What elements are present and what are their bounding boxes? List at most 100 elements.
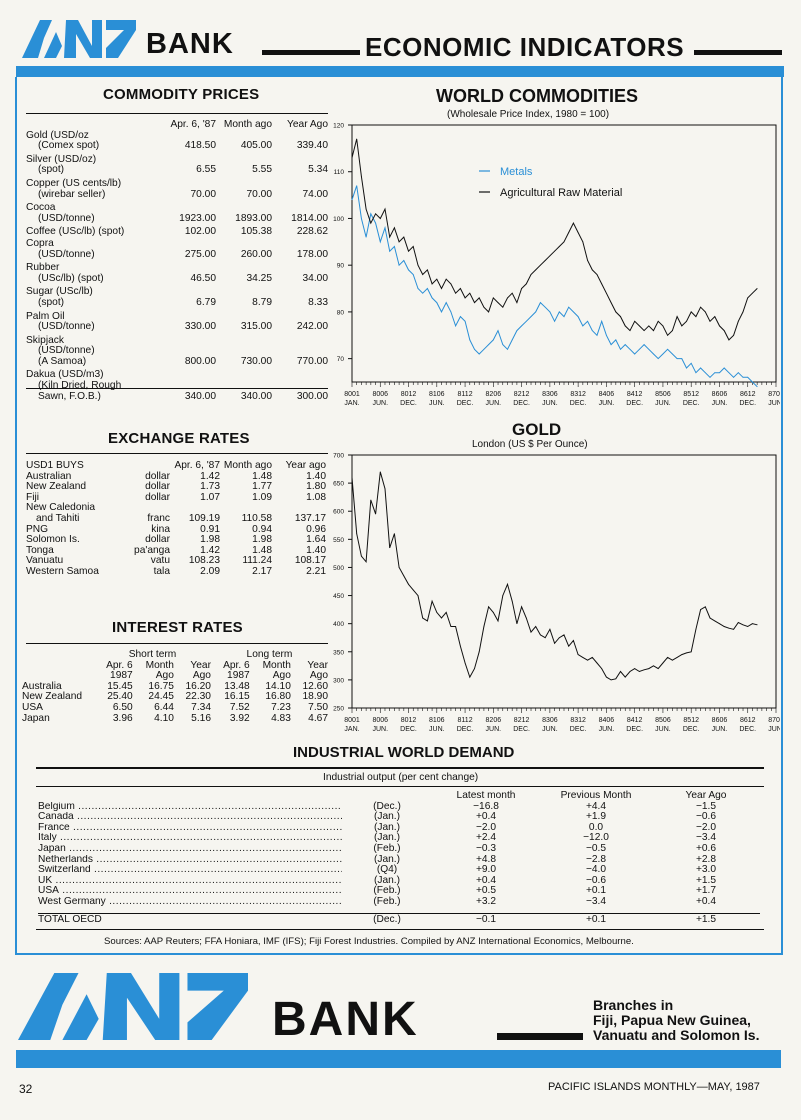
- industrial-cell: −3.4: [585, 895, 607, 907]
- commodity-title: COMMODITY PRICES: [103, 86, 260, 103]
- commodity-value: 70.00: [190, 188, 217, 200]
- data-point: [408, 269, 409, 271]
- commodity-value: 339.40: [296, 140, 328, 152]
- data-point: [389, 547, 391, 549]
- interest-cell: 4.83: [271, 712, 291, 724]
- industrial-cell: (Jan.): [373, 853, 401, 865]
- data-point: [384, 488, 386, 490]
- data-point: [351, 199, 353, 201]
- commodity-value: 418.50: [184, 140, 216, 152]
- commodity-row: Silver (USD/oz): [26, 154, 328, 166]
- industrial-cell: (Jan.): [373, 832, 401, 844]
- data-point: [431, 283, 433, 285]
- interest-col-header: Ago: [309, 670, 328, 682]
- x-tick-label: 8006: [372, 717, 388, 724]
- legend-label: Agricultural Raw Material: [500, 187, 622, 199]
- industrial-cell: (Jan.): [373, 874, 401, 886]
- data-point: [695, 372, 697, 374]
- data-point: [756, 386, 758, 388]
- legend-label: Metals: [500, 166, 533, 178]
- data-point: [629, 671, 631, 672]
- x-tick-label: JAN.: [344, 726, 359, 733]
- data-point: [502, 595, 504, 596]
- interest-cell: 25.40: [107, 691, 133, 703]
- exchange-cell: Solomon Is.: [26, 534, 80, 546]
- interest-cell: 14.10: [265, 680, 291, 692]
- x-tick-label: 8206: [486, 717, 502, 724]
- commodity-value: 46.50: [190, 272, 217, 284]
- data-point: [544, 637, 546, 639]
- data-point: [544, 306, 546, 308]
- industrial-row: UK .....................................…: [38, 874, 760, 887]
- commodity-row: (spot) 6.55 5.55 5.34: [26, 165, 328, 176]
- data-point: [497, 302, 499, 303]
- industrial-row: West Germany ...........................…: [38, 895, 760, 908]
- plot-frame: [351, 124, 777, 383]
- data-point: [365, 561, 367, 563]
- interest-cell: 7.23: [271, 701, 291, 713]
- data-point: [695, 628, 697, 630]
- data-point: [459, 316, 461, 317]
- data-point: [681, 358, 683, 360]
- exchange-cell: 1.80: [306, 481, 326, 493]
- exchange-cell: New Caledonia: [26, 502, 96, 514]
- commodity-label: Coffee (USc/lb) (spot): [26, 226, 125, 238]
- data-point: [535, 626, 537, 627]
- data-point: [356, 185, 358, 187]
- data-point: [709, 617, 711, 619]
- industrial-cell: +0.5: [475, 885, 497, 897]
- commodity-label: Dakua (USD/m3): [26, 369, 104, 381]
- industrial-cell: 0.0: [588, 821, 604, 833]
- data-point: [356, 533, 358, 535]
- data-point: [582, 325, 584, 327]
- exchange-col-header: Year ago: [285, 460, 326, 471]
- x-tick-label: JUN.: [712, 726, 728, 733]
- x-tick-label: DEC.: [683, 400, 700, 407]
- data-point: [361, 218, 362, 219]
- exchange-row: New Zealand dollar 1.73 1.77 1.80: [26, 482, 326, 493]
- commodity-label: Palm Oil: [26, 310, 65, 322]
- industrial-country: UK: [38, 875, 53, 886]
- exchange-cell: 1.48: [252, 544, 272, 556]
- interest-col-header: Ago: [272, 670, 291, 682]
- exchange-cell: 111.24: [242, 555, 272, 567]
- data-point: [422, 274, 424, 275]
- data-point: [709, 320, 711, 322]
- commodity-label: (spot): [38, 296, 65, 308]
- x-tick-label: 8606: [712, 717, 728, 724]
- y-tick-label: 600: [333, 509, 344, 516]
- industrial-cell: +4.8: [475, 853, 497, 865]
- industrial-cell: −4.0: [585, 864, 607, 876]
- data-point: [709, 376, 711, 378]
- data-point: [507, 348, 508, 350]
- data-point: [525, 283, 527, 285]
- data-point: [723, 367, 725, 369]
- data-point: [653, 353, 654, 355]
- x-tick-label: 8106: [429, 717, 445, 724]
- industrial-cell: West Germany ...........................…: [38, 897, 342, 908]
- data-point: [568, 232, 570, 233]
- data-point: [375, 513, 376, 515]
- interest-head2-row: 1987 Ago Ago 1987 Ago Ago: [22, 671, 328, 682]
- x-tick-label: JUN.: [372, 726, 388, 733]
- x-tick-label: DEC.: [400, 400, 417, 407]
- commodity-value: 34.00: [302, 272, 329, 284]
- data-point: [535, 269, 537, 271]
- commodity-row: Skipjack: [26, 335, 328, 347]
- interest-row: USA 6.50 6.44 7.34 7.52 7.23 7.50: [22, 701, 328, 714]
- commodity-value: [170, 179, 216, 190]
- x-tick-label: DEC.: [570, 400, 587, 407]
- data-point: [417, 595, 419, 596]
- x-tick-label: 8012: [401, 717, 417, 724]
- interest-cell: New Zealand: [22, 691, 83, 703]
- data-point: [445, 278, 447, 280]
- sources-note: Sources: AAP Reuters; FFA Honiara, IMF (…: [104, 936, 634, 947]
- industrial-cell: Switzerland ............................…: [38, 865, 342, 876]
- data-point: [638, 671, 640, 672]
- industrial-row: Switzerland ............................…: [38, 865, 760, 876]
- industrial-cell: −0.3: [475, 842, 497, 854]
- y-tick-label: 80: [337, 309, 345, 316]
- industrial-cell: (Q4): [376, 864, 398, 876]
- x-tick-label: 8406: [599, 391, 615, 398]
- data-point: [582, 241, 584, 243]
